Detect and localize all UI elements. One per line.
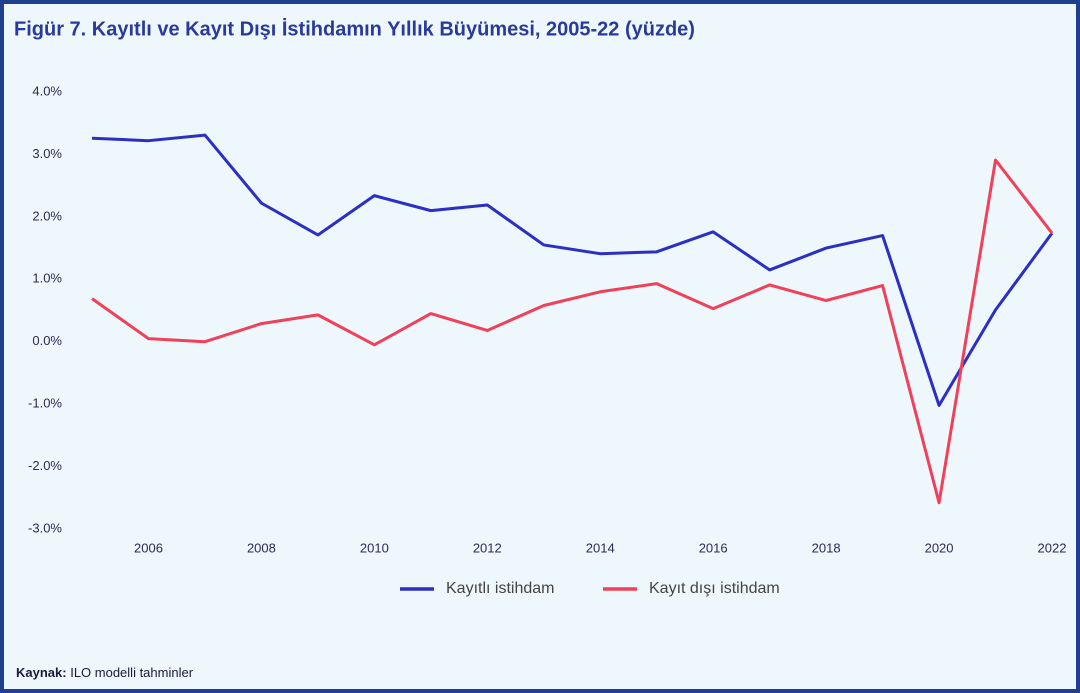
source-text: ILO modelli tahminler <box>70 665 193 680</box>
series-line <box>91 133 1054 407</box>
x-tick-label: 2012 <box>473 540 502 555</box>
y-tick-label: 2.0% <box>32 208 62 223</box>
x-tick-label: 2018 <box>812 540 841 555</box>
x-tick-label: 2020 <box>925 540 954 555</box>
y-tick-label: 1.0% <box>32 271 62 286</box>
legend-label: Kayıt dışı istihdam <box>649 580 780 597</box>
x-tick-label: 2010 <box>360 540 389 555</box>
x-tick-label: 2022 <box>1038 540 1067 555</box>
source: Kaynak: ILO modelli tahminler <box>16 665 194 680</box>
x-tick-label: 2014 <box>586 540 615 555</box>
y-tick-label: 0.0% <box>32 333 62 348</box>
series-line <box>91 158 1054 505</box>
x-tick-label: 2008 <box>247 540 276 555</box>
legend-label: Kayıtlı istihdam <box>446 580 554 597</box>
y-tick-label: -1.0% <box>28 396 62 411</box>
chart-title: Figür 7. Kayıtlı ve Kayıt Dışı İstihdamı… <box>14 17 695 40</box>
y-tick-label: -3.0% <box>28 520 62 535</box>
y-tick-label: 4.0% <box>32 83 62 98</box>
y-tick-label: 3.0% <box>32 146 62 161</box>
source-label: Kaynak: <box>16 665 67 680</box>
y-tick-label: -2.0% <box>28 458 62 473</box>
x-tick-label: 2006 <box>134 540 163 555</box>
x-tick-label: 2016 <box>699 540 728 555</box>
